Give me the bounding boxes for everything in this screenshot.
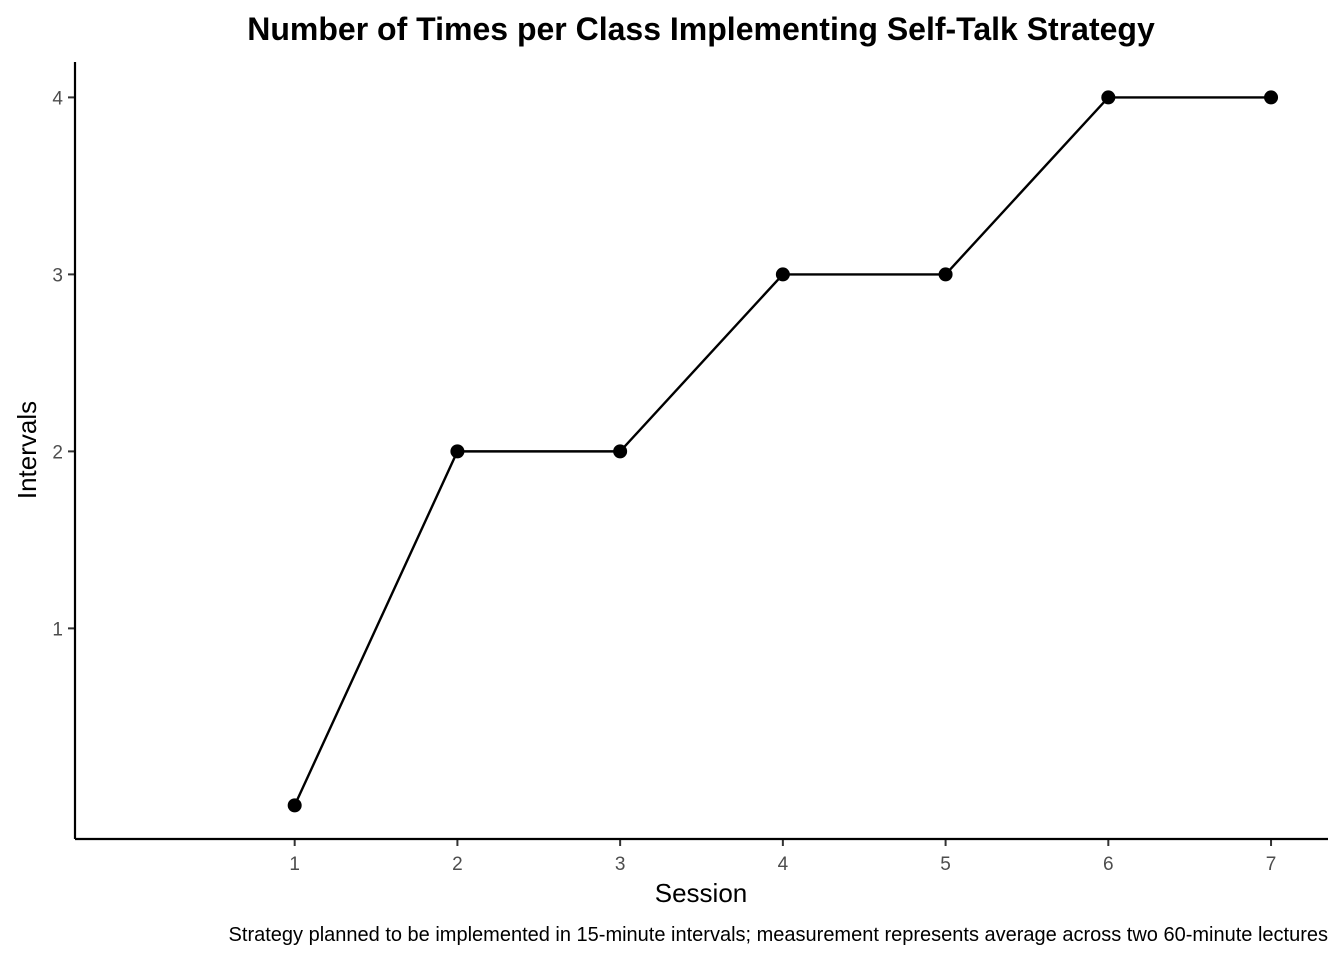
plot-area: 1 2 3 4 1 2 3 4 5 6 7 xyxy=(52,62,1328,875)
series-line xyxy=(293,96,1272,806)
x-tick-label: 5 xyxy=(940,854,951,875)
x-tick-label: 2 xyxy=(452,854,463,875)
y-tick-label: 2 xyxy=(52,442,63,463)
series xyxy=(287,90,1279,813)
data-point xyxy=(938,267,953,282)
y-axis-ticks: 1 2 3 4 xyxy=(52,88,75,640)
x-tick-label: 1 xyxy=(289,854,300,875)
x-tick-label: 4 xyxy=(778,854,789,875)
data-point xyxy=(1264,90,1279,105)
data-point xyxy=(450,444,465,459)
y-axis-title: Intervals xyxy=(12,401,42,499)
y-tick-label: 1 xyxy=(52,619,63,640)
x-axis-title: Session xyxy=(655,878,748,908)
data-point xyxy=(287,798,302,813)
x-axis-ticks: 1 2 3 4 5 6 7 xyxy=(289,839,1276,875)
data-point xyxy=(775,267,790,282)
chart-title: Number of Times per Class Implementing S… xyxy=(247,11,1155,47)
data-point xyxy=(613,444,628,459)
x-tick-label: 6 xyxy=(1103,854,1114,875)
chart-caption: Strategy planned to be implemented in 15… xyxy=(229,924,1328,946)
y-tick-label: 3 xyxy=(52,265,63,286)
y-tick-label: 4 xyxy=(52,88,63,109)
x-tick-label: 3 xyxy=(615,854,626,875)
data-point xyxy=(1101,90,1116,105)
x-tick-label: 7 xyxy=(1266,854,1277,875)
